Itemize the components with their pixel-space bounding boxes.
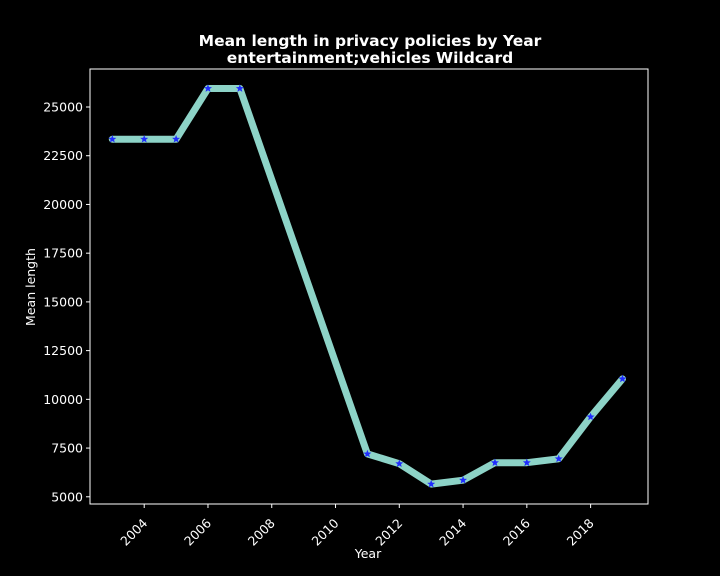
x-tick-label: 2016	[500, 515, 533, 548]
series-line	[108, 85, 626, 488]
x-tick-label: 2010	[309, 515, 342, 548]
data-point	[427, 479, 436, 488]
data-point	[554, 454, 563, 463]
y-tick-label: 20000	[43, 197, 83, 212]
chart-title: Mean length in privacy policies by Year	[199, 32, 542, 50]
y-tick-label: 7500	[51, 441, 83, 456]
y-tick-label: 22500	[43, 148, 83, 163]
data-point	[108, 134, 117, 143]
data-point	[140, 134, 149, 143]
data-point	[395, 459, 404, 468]
data-point	[363, 449, 372, 458]
plot-area	[89, 68, 649, 505]
x-tick-label: 2004	[117, 515, 150, 548]
data-point	[618, 374, 627, 383]
marker-layer	[108, 84, 627, 488]
data-point	[490, 458, 499, 467]
data-point	[522, 458, 531, 467]
x-tick-label: 2008	[245, 515, 278, 548]
y-tick-label: 25000	[43, 100, 83, 115]
chart-subtitle: entertainment;vehicles Wildcard	[227, 49, 513, 67]
y-tick-label: 15000	[43, 294, 83, 309]
data-point	[586, 412, 595, 421]
x-tick-label: 2006	[181, 515, 214, 548]
y-axis-label: Mean length	[23, 248, 38, 326]
y-tick-label: 12500	[43, 343, 83, 358]
x-tick-label: 2018	[564, 515, 597, 548]
y-tick-label: 10000	[43, 392, 83, 407]
data-point	[172, 134, 181, 143]
x-axis: 2004 2006 2008 2010 2012 2014 2016 2018	[117, 504, 597, 549]
x-tick-label: 2012	[372, 516, 405, 549]
y-tick-label: 5000	[51, 489, 83, 504]
series-layer	[108, 85, 626, 488]
data-point	[459, 476, 468, 484]
x-axis-label: Year	[354, 546, 382, 561]
y-tick-label: 17500	[43, 246, 83, 261]
x-tick-label: 2014	[436, 515, 469, 548]
y-axis: 5000 7500 10000 12500 15000 17500 20000 22500 25…	[43, 100, 90, 504]
data-point	[235, 84, 244, 92]
data-point	[203, 84, 212, 92]
